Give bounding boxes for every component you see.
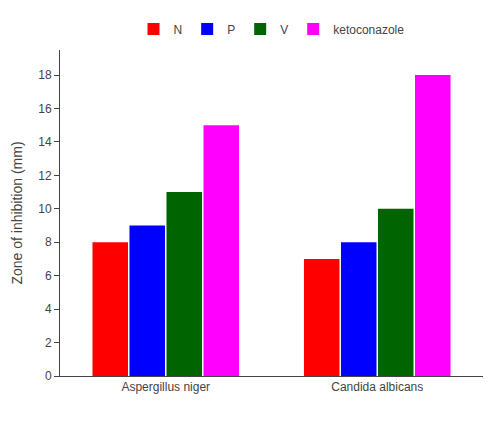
svg-text:18: 18 [38, 68, 52, 82]
svg-text:16: 16 [38, 102, 52, 116]
svg-text:6: 6 [45, 269, 52, 283]
svg-text:N: N [174, 23, 183, 37]
svg-text:Candida albicans: Candida albicans [331, 380, 423, 394]
svg-text:0: 0 [45, 369, 52, 383]
svg-text:14: 14 [38, 135, 52, 149]
svg-text:10: 10 [38, 202, 52, 216]
svg-text:8: 8 [45, 235, 52, 249]
svg-text:4: 4 [45, 302, 52, 316]
svg-text:Aspergillus niger: Aspergillus niger [121, 380, 210, 394]
svg-text:12: 12 [38, 169, 52, 183]
svg-text:P: P [227, 23, 235, 37]
svg-text:V: V [280, 23, 288, 37]
svg-text:2: 2 [45, 336, 52, 350]
svg-text:ketoconazole: ketoconazole [333, 23, 404, 37]
svg-text:Zone of inhibition (mm): Zone of inhibition (mm) [9, 141, 25, 284]
